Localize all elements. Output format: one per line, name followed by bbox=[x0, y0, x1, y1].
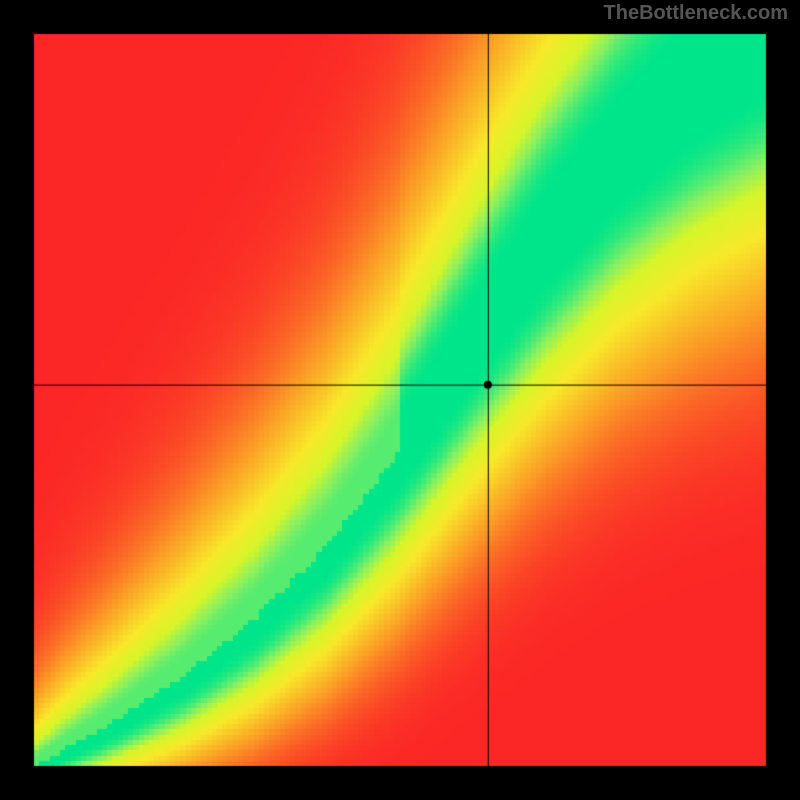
bottleneck-heatmap bbox=[0, 0, 800, 800]
watermark-text: TheBottleneck.com bbox=[604, 2, 788, 25]
